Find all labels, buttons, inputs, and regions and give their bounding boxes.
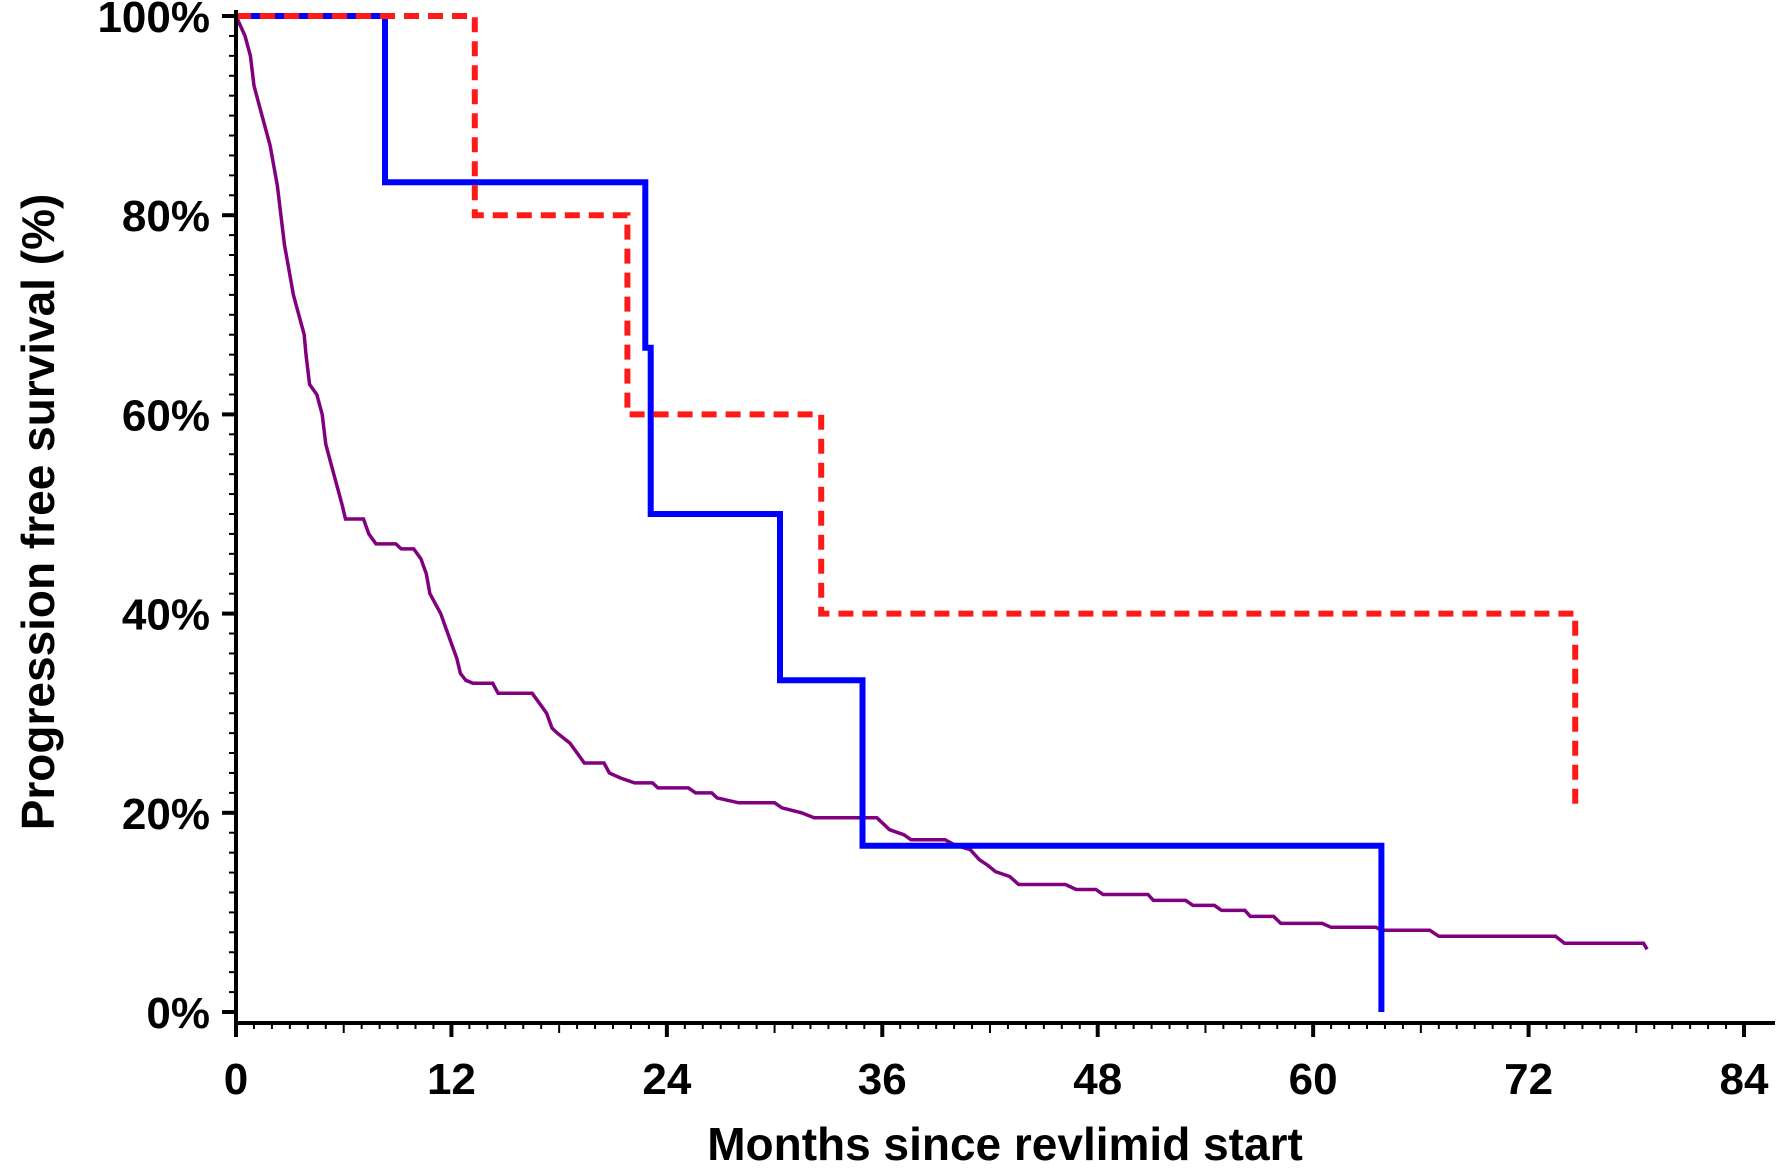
x-tick-label: 84 (1720, 1055, 1769, 1104)
y-tick-label: 0% (146, 989, 210, 1038)
y-axis-ticks: 0% 20% 40% 60% 80% 100% (97, 0, 236, 1038)
x-tick-label: 48 (1073, 1055, 1122, 1104)
x-tick-label: 36 (858, 1055, 907, 1104)
x-tick-label: 24 (642, 1055, 691, 1104)
x-axis-title: Months since revlimid start (707, 1118, 1303, 1170)
y-tick-label: 100% (97, 0, 210, 42)
y-tick-label: 20% (122, 790, 210, 839)
series-line-1 (236, 13, 1385, 1012)
series-line-2 (236, 13, 1579, 813)
y-axis-title: Progression free survival (%) (12, 194, 64, 831)
x-axis-ticks: 0 12 24 36 48 60 72 84 (224, 1023, 1769, 1104)
x-tick-label: 72 (1504, 1055, 1553, 1104)
x-tick-label: 12 (427, 1055, 476, 1104)
y-tick-label: 80% (122, 192, 210, 241)
y-tick-label: 40% (122, 591, 210, 640)
survival-curves (234, 13, 1649, 1012)
x-tick-label: 60 (1289, 1055, 1338, 1104)
series-line-3 (234, 15, 1649, 951)
x-tick-label: 0 (224, 1055, 248, 1104)
y-tick-label: 60% (122, 391, 210, 440)
